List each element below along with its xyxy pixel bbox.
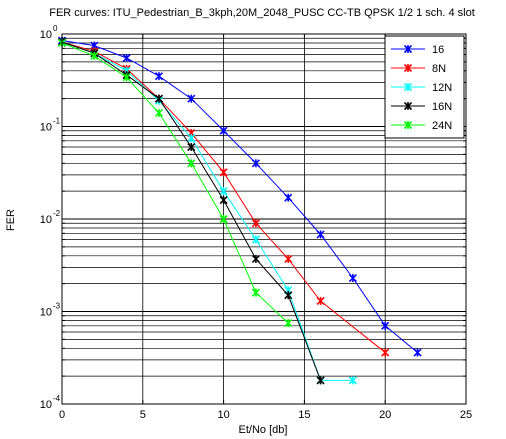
- y-tick-exponent: -3: [53, 302, 61, 311]
- legend: 16 8N 12N 16N 24N: [384, 35, 465, 139]
- data-point-24n: [187, 159, 196, 168]
- chart-title: FER curves: ITU_Pedestrian_B_3kph,20M_20…: [49, 7, 475, 19]
- data-point-16n: [284, 291, 293, 300]
- series-line-24n: [61, 42, 289, 324]
- legend-entry-24n: 24N: [391, 120, 452, 132]
- data-point-16: [219, 126, 228, 135]
- data-point-12n: [219, 187, 228, 196]
- data-point-16: [187, 94, 196, 103]
- y-tick-label: 10: [40, 29, 52, 41]
- y-tick-label: 10: [40, 399, 52, 411]
- data-point-16: [122, 53, 131, 63]
- series-line-12n: [61, 41, 353, 381]
- y-tick-label: 10: [40, 122, 52, 134]
- data-point-24n: [122, 73, 131, 82]
- x-tick-label: 25: [460, 409, 472, 421]
- y-tick-label: 10: [40, 214, 52, 226]
- legend-marker-16: [403, 44, 413, 54]
- x-axis-label: Et/No [db]: [239, 424, 288, 436]
- data-point-24n: [154, 108, 164, 118]
- legend-entry-12n: 12N: [391, 82, 452, 94]
- legend-label-16n: 16N: [432, 101, 452, 113]
- data-point-24n: [284, 318, 293, 328]
- legend-marker-24n: [403, 120, 413, 130]
- data-point-8n: [316, 296, 325, 306]
- legend-entry-16: 16: [391, 44, 444, 56]
- x-tick-label: 0: [59, 409, 65, 421]
- data-point-12n: [187, 133, 196, 143]
- series-24n: [57, 38, 293, 328]
- legend-label-12n: 12N: [432, 82, 452, 94]
- y-tick-base: 10: [40, 122, 52, 134]
- data-point-24n: [219, 214, 228, 224]
- data-point-16n: [316, 376, 325, 385]
- data-point-16n: [187, 142, 196, 152]
- y-tick-label: 10: [40, 307, 52, 319]
- series-line-8n: [61, 41, 386, 353]
- y-tick-exponent: -1: [53, 117, 61, 126]
- legend-entry-8n: 8N: [391, 63, 446, 75]
- y-tick-exponent: -2: [53, 209, 61, 218]
- legend-label-8n: 8N: [432, 63, 446, 75]
- data-point-16: [413, 348, 422, 357]
- legend-label-16: 16: [432, 44, 444, 56]
- series-line-16: [61, 40, 418, 353]
- data-point-24n: [90, 51, 99, 60]
- data-point-24n: [251, 288, 260, 297]
- data-point-12n: [251, 235, 260, 244]
- data-point-8n: [219, 168, 228, 177]
- data-point-16: [154, 72, 164, 81]
- y-axis-label: FER: [5, 209, 17, 231]
- data-point-16: [284, 193, 293, 202]
- data-point-12n: [348, 376, 357, 385]
- data-point-16: [316, 230, 325, 239]
- x-tick-label: 10: [217, 409, 229, 421]
- data-point-16: [381, 321, 390, 330]
- data-point-16: [251, 159, 260, 168]
- y-tick-base: 10: [40, 399, 52, 411]
- data-point-16n: [219, 196, 228, 205]
- data-point-8n: [284, 254, 293, 264]
- legend-label-24n: 24N: [432, 120, 452, 132]
- y-tick-base: 10: [40, 214, 52, 226]
- y-tick-exponent: -4: [53, 394, 61, 403]
- x-tick-label: 20: [379, 409, 391, 421]
- legend-marker-8n: [403, 63, 413, 73]
- data-point-16n: [154, 94, 164, 103]
- y-tick-base: 10: [40, 29, 52, 41]
- data-point-16: [348, 273, 357, 283]
- x-tick-label: 15: [298, 409, 310, 421]
- data-point-8n: [251, 219, 260, 228]
- legend-marker-12n: [403, 82, 413, 92]
- legend-marker-16n: [403, 101, 413, 111]
- data-point-8n: [381, 348, 390, 357]
- y-tick-exponent: 0: [53, 24, 58, 33]
- x-tick-label: 5: [140, 409, 146, 421]
- data-point-16n: [251, 254, 260, 264]
- legend-entry-16n: 16N: [391, 101, 452, 113]
- y-tick-base: 10: [40, 307, 52, 319]
- series-layer: [57, 36, 422, 385]
